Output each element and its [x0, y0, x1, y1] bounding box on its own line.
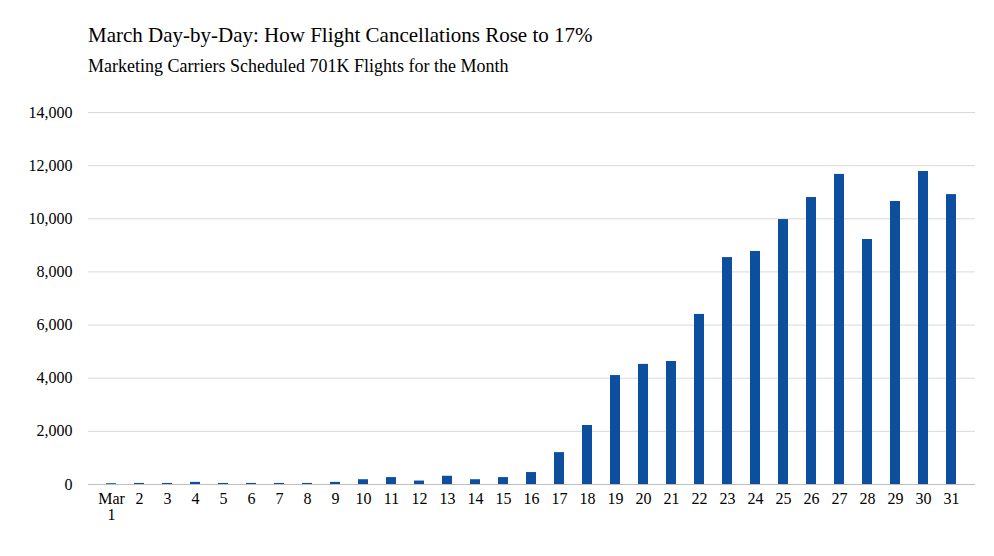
- svg-text:29: 29: [888, 490, 904, 507]
- svg-text:2: 2: [136, 490, 144, 507]
- svg-text:7: 7: [276, 490, 284, 507]
- svg-text:30: 30: [916, 490, 932, 507]
- svg-text:10,000: 10,000: [29, 210, 73, 227]
- svg-text:4: 4: [192, 490, 200, 507]
- svg-text:15: 15: [496, 490, 512, 507]
- svg-text:2,000: 2,000: [37, 422, 73, 439]
- svg-text:6: 6: [248, 490, 256, 507]
- svg-text:5: 5: [220, 490, 228, 507]
- svg-text:3: 3: [164, 490, 172, 507]
- svg-text:17: 17: [552, 490, 568, 507]
- svg-text:9: 9: [332, 490, 340, 507]
- svg-text:26: 26: [804, 490, 820, 507]
- svg-text:10: 10: [356, 490, 372, 507]
- svg-text:23: 23: [720, 490, 736, 507]
- svg-text:14: 14: [468, 490, 484, 507]
- svg-text:12,000: 12,000: [29, 157, 73, 174]
- svg-text:25: 25: [776, 490, 792, 507]
- svg-text:4,000: 4,000: [37, 369, 73, 386]
- svg-text:12: 12: [412, 490, 428, 507]
- svg-text:11: 11: [384, 490, 399, 507]
- svg-text:13: 13: [440, 490, 456, 507]
- svg-text:24: 24: [748, 490, 764, 507]
- svg-text:16: 16: [524, 490, 540, 507]
- svg-text:8: 8: [304, 490, 312, 507]
- svg-text:31: 31: [944, 490, 960, 507]
- svg-text:8,000: 8,000: [37, 263, 73, 280]
- html-text:Marketing Carriers Scheduled 7: Marketing Carriers Scheduled 701K Flight…: [88, 56, 509, 76]
- html-text:March Day-by-Day: How Flight C: March Day-by-Day: How Flight Cancellatio…: [88, 23, 593, 47]
- svg-text:Mar1: Mar1: [98, 490, 125, 523]
- svg-text:6,000: 6,000: [37, 316, 73, 333]
- svg-text:27: 27: [832, 490, 848, 507]
- svg-text:22: 22: [692, 490, 708, 507]
- svg-text:28: 28: [860, 490, 876, 507]
- svg-text:14,000: 14,000: [29, 104, 73, 121]
- svg-text:20: 20: [636, 490, 652, 507]
- svg-text:0: 0: [65, 476, 73, 493]
- svg-text:18: 18: [580, 490, 596, 507]
- svg-text:21: 21: [664, 490, 680, 507]
- svg-text:19: 19: [608, 490, 624, 507]
